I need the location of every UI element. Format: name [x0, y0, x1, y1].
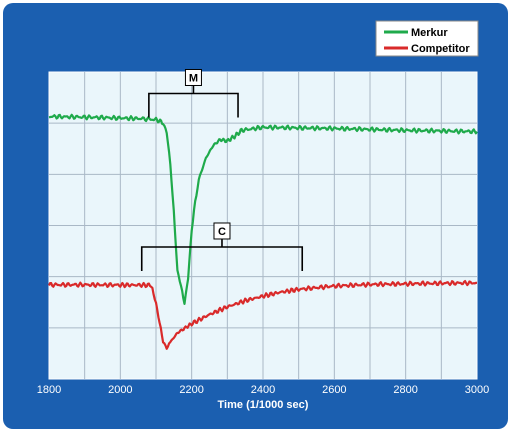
- series-layer: [48, 113, 478, 350]
- x-tick-label: 2200: [179, 384, 203, 396]
- series-line-competitor: [48, 280, 478, 350]
- x-tick-label: 3000: [465, 384, 489, 396]
- legend-label-competitor: Competitor: [411, 43, 470, 55]
- bracket-m: [148, 85, 239, 118]
- series-line-merkur: [48, 113, 478, 305]
- x-tick-label: 2800: [393, 384, 417, 396]
- x-tick-label: 2400: [251, 384, 275, 396]
- x-tick-labels: 1800 2000 2200 2400 2600 2800 3000: [37, 384, 489, 396]
- legend-box: [375, 20, 479, 57]
- legend-label-merkur: Merkur: [411, 27, 448, 39]
- chart-svg: MC 1800 2000 2200 2400 2600 2800 3000 Time (1/…: [37, 20, 489, 411]
- x-tick-label: 2600: [322, 384, 346, 396]
- bracket-label-c: C: [218, 226, 226, 238]
- grid: [49, 72, 477, 379]
- legend: Merkur Competitor: [375, 20, 479, 57]
- x-tick-label: 1800: [37, 384, 61, 396]
- annotation-layer: MC: [140, 68, 304, 271]
- bracket-c: [140, 238, 304, 271]
- bracket-label-m: M: [189, 72, 198, 84]
- bracket-label-box-c: [213, 222, 231, 240]
- x-tick-label: 2000: [108, 384, 132, 396]
- x-axis-label: Time (1/1000 sec): [218, 399, 309, 411]
- bracket-label-box-m: [184, 68, 202, 86]
